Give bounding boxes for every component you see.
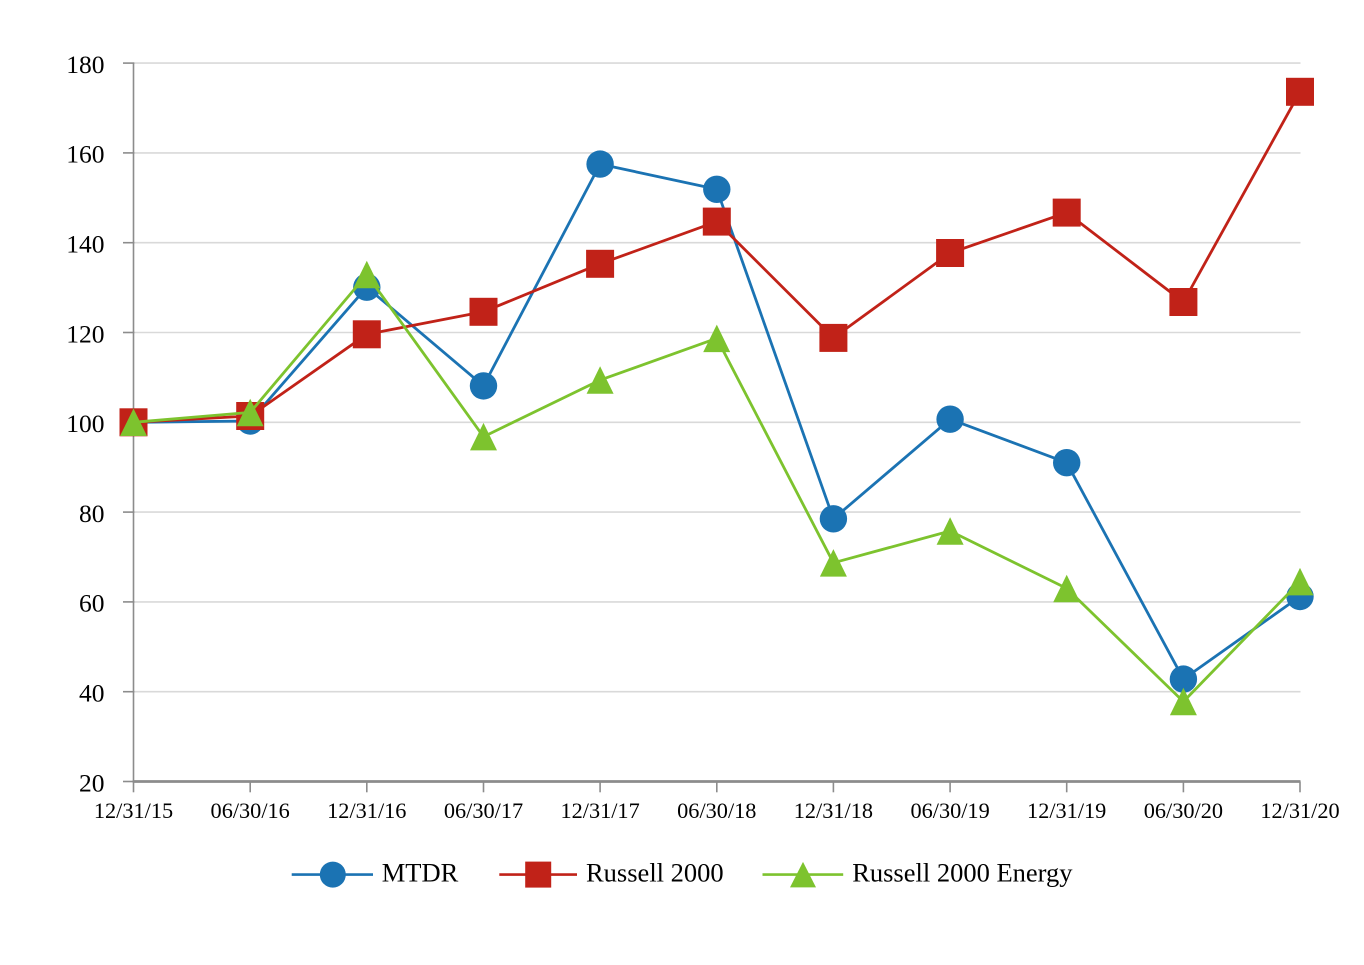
svg-text:12/31/15: 12/31/15 xyxy=(94,798,173,823)
svg-text:06/30/18: 06/30/18 xyxy=(677,798,756,823)
svg-text:20: 20 xyxy=(79,768,105,797)
svg-text:06/30/16: 06/30/16 xyxy=(211,798,290,823)
svg-text:120: 120 xyxy=(66,319,104,348)
svg-text:12/31/16: 12/31/16 xyxy=(327,798,406,823)
svg-text:12/31/17: 12/31/17 xyxy=(560,798,639,823)
svg-text:80: 80 xyxy=(79,499,105,528)
svg-text:180: 180 xyxy=(66,50,104,79)
svg-text:40: 40 xyxy=(79,679,105,708)
svg-text:60: 60 xyxy=(79,589,105,618)
svg-text:MTDR: MTDR xyxy=(382,858,459,888)
svg-text:140: 140 xyxy=(66,230,104,259)
svg-text:100: 100 xyxy=(66,409,104,438)
svg-text:Russell 2000: Russell 2000 xyxy=(586,858,724,888)
svg-text:06/30/17: 06/30/17 xyxy=(444,798,523,823)
svg-text:12/31/20: 12/31/20 xyxy=(1260,798,1339,823)
svg-text:160: 160 xyxy=(66,140,104,169)
svg-text:12/31/18: 12/31/18 xyxy=(794,798,873,823)
svg-text:12/31/19: 12/31/19 xyxy=(1027,798,1106,823)
svg-text:Russell 2000 Energy: Russell 2000 Energy xyxy=(852,858,1073,888)
svg-text:06/30/19: 06/30/19 xyxy=(910,798,989,823)
svg-text:06/30/20: 06/30/20 xyxy=(1144,798,1223,823)
